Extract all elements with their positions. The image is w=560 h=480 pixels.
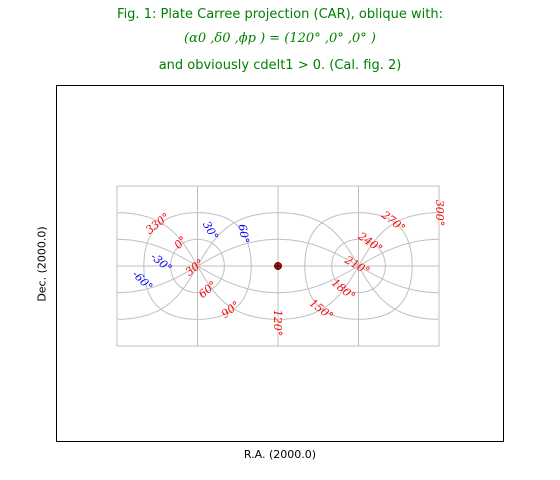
meridian-line [197,266,359,346]
parallel-line [304,212,413,320]
parallel-line [143,212,252,320]
meridian-line [117,265,439,294]
ra-tick-label: 60° [196,278,219,300]
x-axis-label: R.A. (2000.0) [243,448,317,461]
figure-title-line2: (α0 ,δ0 ,ϕp ) = (120° ,0° ,0° ) [184,31,376,46]
parallel-line [170,238,225,294]
ra-tick-label: 300° [433,200,446,227]
dec-tick-label: -60° [130,268,156,294]
dec-tick-label: 60° [235,223,251,244]
ra-tick-label: 150° [307,296,336,323]
ra-tick-label: 90° [219,298,242,320]
ra-tick-label: 240° [355,229,385,255]
center-marker-cross [275,263,281,269]
ra-tick-label: 330° [143,210,172,237]
y-axis-label: Dec. (2000.0) [35,226,49,302]
ra-tick-label: 180° [329,276,358,303]
figure-title-line1: Fig. 1: Plate Carree projection (CAR), o… [117,7,443,22]
dec-tick-label: -30° [148,250,174,275]
dec-tick-label: 30° [200,219,221,242]
parallel-line [331,238,386,294]
figure-title-line3: and obviously cdelt1 > 0. (Cal. fig. 2) [158,58,402,73]
ra-tick-label: 210° [342,253,372,278]
meridian-line [197,186,359,266]
meridian-line [117,212,439,266]
graticule [116,185,440,347]
meridian-line [117,238,439,267]
meridian-line [117,266,439,320]
graticule-labels: 330°0°30°60°90°120°150°180°210°240°270° 3… [130,200,446,337]
ra-tick-label: 120° [271,310,284,337]
axes-frame [56,85,504,442]
center-marker-group [274,262,282,270]
